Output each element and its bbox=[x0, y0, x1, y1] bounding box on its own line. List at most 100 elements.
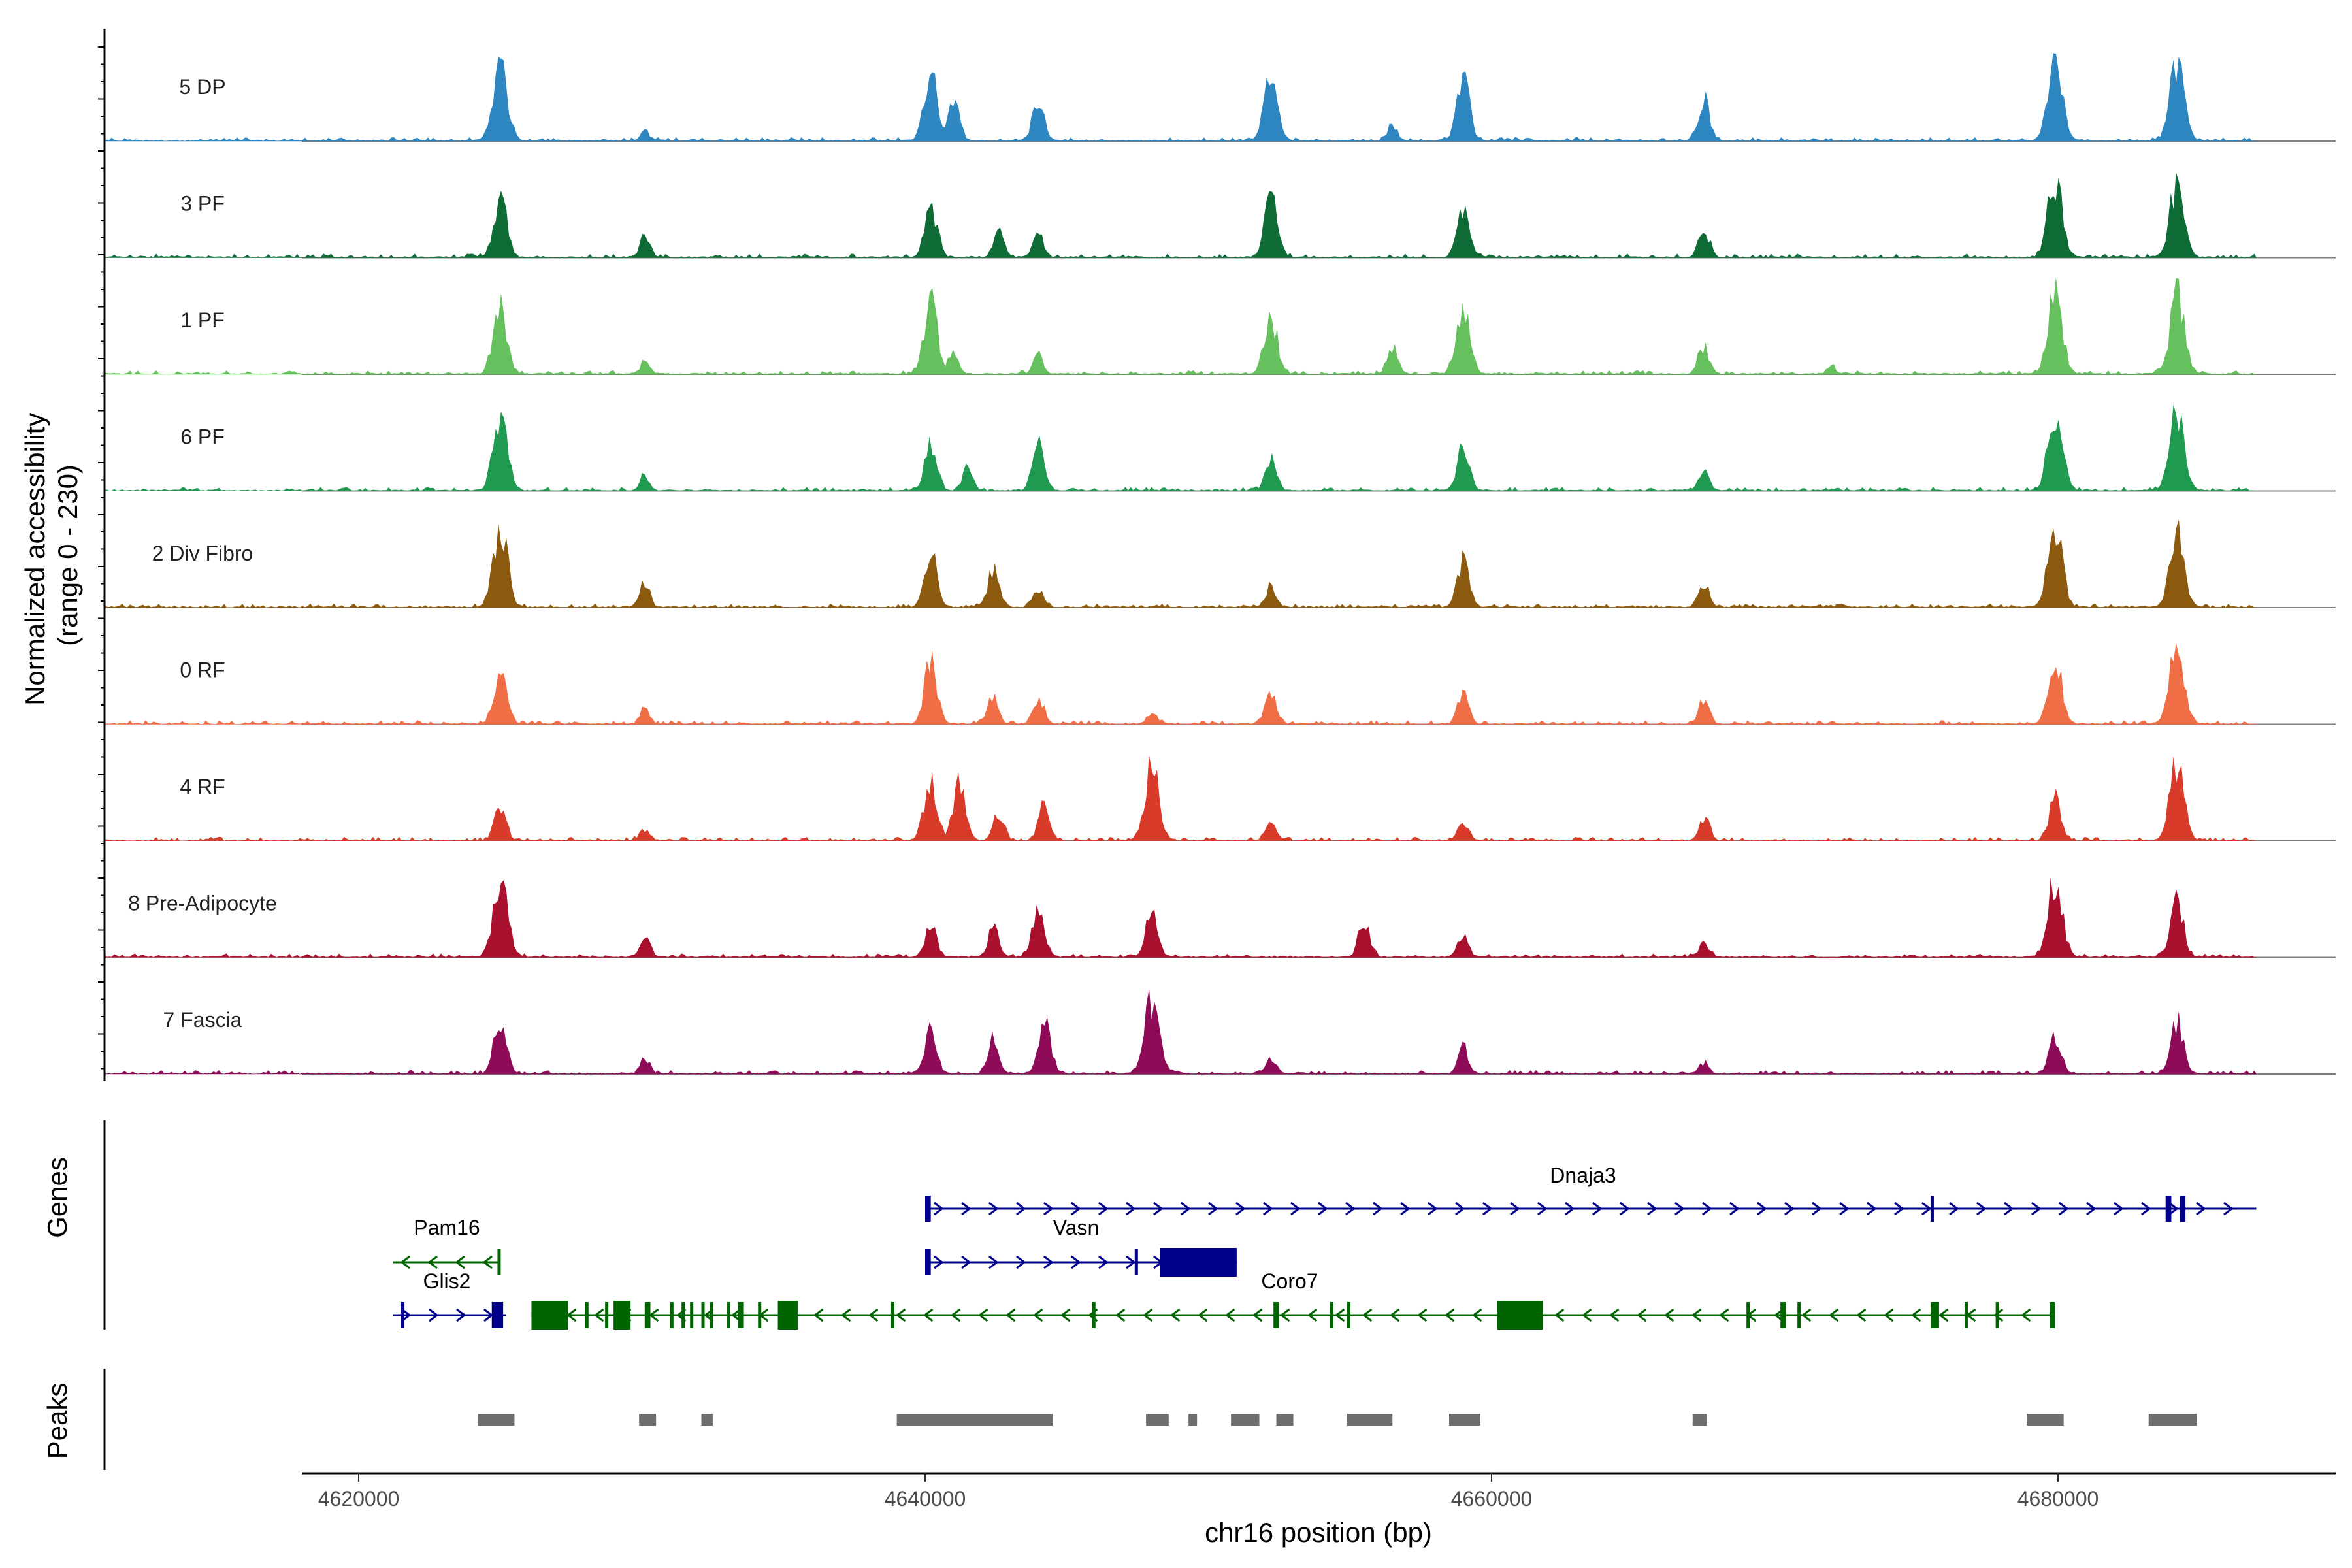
track-label: 2 Div Fibro bbox=[152, 542, 253, 565]
track-label: 0 RF bbox=[180, 659, 225, 682]
strand-arrow bbox=[1416, 1308, 1428, 1322]
exon bbox=[758, 1302, 762, 1328]
coverage-y-ticks bbox=[98, 46, 105, 1070]
exon bbox=[497, 1249, 501, 1275]
exon bbox=[491, 1302, 504, 1328]
strand-arrow bbox=[1839, 1201, 1850, 1216]
strand-arrow bbox=[1060, 1308, 1071, 1322]
coverage-signal bbox=[103, 53, 2257, 142]
strand-arrow bbox=[2086, 1201, 2097, 1216]
gene-pam16: Pam16 bbox=[393, 1216, 501, 1275]
strand-arrow bbox=[1307, 1308, 1318, 1322]
strand-arrow bbox=[1938, 1308, 1949, 1322]
strand-arrow bbox=[1252, 1308, 1263, 1322]
strand-arrow bbox=[1016, 1201, 1026, 1216]
strand-arrow bbox=[1005, 1308, 1016, 1322]
x-tick-label: 4640000 bbox=[885, 1487, 966, 1511]
strand-arrow bbox=[456, 1308, 466, 1322]
peak-region bbox=[896, 1414, 1053, 1426]
strand-arrow bbox=[895, 1308, 906, 1322]
exon bbox=[690, 1302, 694, 1328]
strand-arrow bbox=[1867, 1201, 1877, 1216]
exon bbox=[925, 1249, 931, 1275]
gene-coro7: Coro7 bbox=[531, 1269, 2055, 1330]
strand-arrow bbox=[950, 1308, 961, 1322]
strand-arrow bbox=[923, 1308, 934, 1322]
strand-arrow bbox=[1784, 1201, 1795, 1216]
exon bbox=[1746, 1302, 1750, 1328]
strand-arrow bbox=[1993, 1308, 2004, 1322]
peak-region bbox=[701, 1414, 713, 1426]
track-label: 3 PF bbox=[180, 192, 225, 216]
exon bbox=[1964, 1302, 1968, 1328]
strand-arrow bbox=[1373, 1201, 1383, 1216]
exon bbox=[670, 1302, 674, 1328]
strand-arrow bbox=[1471, 1308, 1482, 1322]
strand-arrow bbox=[2059, 1201, 2069, 1216]
strand-arrow bbox=[1801, 1308, 1812, 1322]
track-4-rf: 4 RF bbox=[103, 756, 2336, 841]
strand-arrow bbox=[1647, 1201, 1658, 1216]
strand-arrow bbox=[1581, 1308, 1592, 1322]
exon bbox=[777, 1301, 798, 1330]
exon bbox=[701, 1302, 705, 1328]
strand-arrow bbox=[1098, 1201, 1109, 1216]
x-axis-ticks: 4620000 4640000 4660000 4680000 bbox=[318, 1473, 2099, 1511]
coverage-signal bbox=[103, 756, 2257, 841]
strand-arrow bbox=[1334, 1308, 1345, 1322]
strand-arrow bbox=[840, 1308, 851, 1322]
strand-arrow bbox=[2031, 1201, 2042, 1216]
strand-arrow bbox=[1142, 1308, 1153, 1322]
strand-arrow bbox=[1663, 1308, 1674, 1322]
strand-arrow bbox=[961, 1201, 972, 1216]
strand-arrow bbox=[1729, 1201, 1740, 1216]
strand-arrow bbox=[427, 1255, 438, 1269]
gene-label: Coro7 bbox=[1261, 1269, 1318, 1293]
exon bbox=[738, 1302, 744, 1328]
exon bbox=[2049, 1302, 2055, 1328]
strand-arrow bbox=[988, 1255, 999, 1269]
strand-arrow bbox=[1510, 1201, 1520, 1216]
track-0-rf: 0 RF bbox=[103, 644, 2336, 725]
peak-region bbox=[1692, 1414, 1707, 1426]
track-label: 6 PF bbox=[180, 425, 225, 449]
genes-panel-label: Genes bbox=[42, 1157, 73, 1238]
gene-label: Pam16 bbox=[414, 1216, 480, 1239]
strand-arrow bbox=[977, 1308, 988, 1322]
exon bbox=[644, 1302, 651, 1328]
y-axis-title: Normalized accessibility (range 0 - 230) bbox=[20, 405, 83, 706]
strand-arrow bbox=[1718, 1308, 1729, 1322]
strand-arrow bbox=[1757, 1201, 1767, 1216]
strand-arrow bbox=[1032, 1308, 1043, 1322]
strand-arrow bbox=[1043, 1255, 1054, 1269]
strand-arrow bbox=[2196, 1201, 2206, 1216]
strand-arrow bbox=[1592, 1201, 1603, 1216]
peak-region bbox=[2148, 1414, 2197, 1426]
strand-arrow bbox=[1855, 1308, 1867, 1322]
strand-arrow bbox=[482, 1255, 493, 1269]
exon bbox=[1995, 1302, 1999, 1328]
exon bbox=[1273, 1302, 1279, 1328]
exon bbox=[727, 1302, 730, 1328]
strand-arrow bbox=[1910, 1308, 1921, 1322]
peaks-panel-label: Peaks bbox=[42, 1383, 73, 1460]
strand-arrow bbox=[2168, 1201, 2179, 1216]
peak-region bbox=[478, 1414, 515, 1426]
track-5-dp: 5 DP bbox=[103, 53, 2336, 142]
coverage-signal bbox=[103, 278, 2257, 375]
strand-arrow bbox=[1115, 1308, 1126, 1322]
strand-arrow bbox=[1126, 1201, 1136, 1216]
strand-arrow bbox=[1620, 1201, 1630, 1216]
strand-arrow bbox=[2020, 1308, 2031, 1322]
strand-arrow bbox=[1883, 1308, 1894, 1322]
strand-arrow bbox=[1279, 1308, 1290, 1322]
exon bbox=[2165, 1196, 2172, 1222]
x-tick-label: 4680000 bbox=[2017, 1487, 2099, 1511]
exon bbox=[1330, 1302, 1333, 1328]
coverage-signal bbox=[103, 990, 2257, 1075]
strand-arrow bbox=[1389, 1308, 1400, 1322]
strand-arrow bbox=[730, 1308, 742, 1322]
peak-region bbox=[1276, 1414, 1294, 1426]
strand-arrow bbox=[1894, 1201, 1904, 1216]
strand-arrow bbox=[1169, 1308, 1181, 1322]
